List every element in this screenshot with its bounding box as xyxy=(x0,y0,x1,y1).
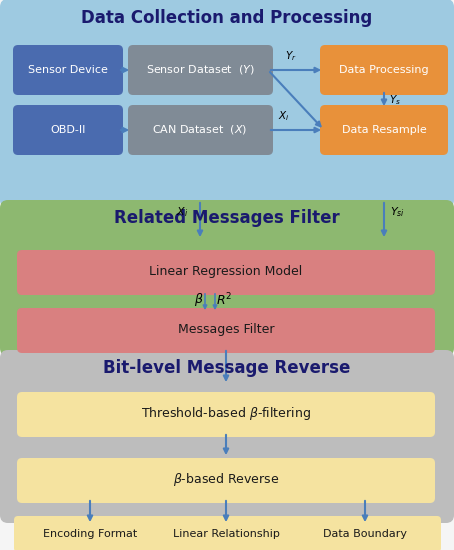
Text: Data Collection and Processing: Data Collection and Processing xyxy=(81,9,373,27)
FancyBboxPatch shape xyxy=(14,516,167,550)
Text: Threshold-based $\beta$-filtering: Threshold-based $\beta$-filtering xyxy=(141,405,311,422)
Text: Data Boundary: Data Boundary xyxy=(323,529,407,539)
Text: Sensor Dataset  ($Y$): Sensor Dataset ($Y$) xyxy=(146,63,254,76)
Text: Data Processing: Data Processing xyxy=(339,65,429,75)
Text: Sensor Device: Sensor Device xyxy=(28,65,108,75)
FancyBboxPatch shape xyxy=(17,392,435,437)
Text: $X_i$: $X_i$ xyxy=(176,205,188,219)
FancyBboxPatch shape xyxy=(13,105,123,155)
FancyBboxPatch shape xyxy=(320,105,448,155)
Text: Related Messages Filter: Related Messages Filter xyxy=(114,209,340,227)
Text: OBD-II: OBD-II xyxy=(50,125,86,135)
FancyBboxPatch shape xyxy=(17,250,435,295)
FancyBboxPatch shape xyxy=(17,458,435,503)
Text: Encoding Format: Encoding Format xyxy=(43,529,137,539)
FancyBboxPatch shape xyxy=(128,105,273,155)
Text: $Y_s$: $Y_s$ xyxy=(389,93,401,107)
Text: $R^2$: $R^2$ xyxy=(216,292,232,309)
Text: $\beta$: $\beta$ xyxy=(194,292,204,309)
Text: Linear Regression Model: Linear Regression Model xyxy=(149,266,303,278)
Text: CAN Dataset  ($X$): CAN Dataset ($X$) xyxy=(153,124,247,136)
FancyBboxPatch shape xyxy=(0,0,454,208)
FancyBboxPatch shape xyxy=(128,45,273,95)
FancyBboxPatch shape xyxy=(144,516,308,550)
FancyBboxPatch shape xyxy=(0,350,454,523)
FancyBboxPatch shape xyxy=(320,45,448,95)
Text: $\beta$-based Reverse: $\beta$-based Reverse xyxy=(173,471,279,488)
Text: Linear Relationship: Linear Relationship xyxy=(173,529,280,539)
Text: Data Resample: Data Resample xyxy=(341,125,426,135)
Text: Bit-level Message Reverse: Bit-level Message Reverse xyxy=(104,359,350,377)
Text: $Y_{si}$: $Y_{si}$ xyxy=(390,205,405,219)
Text: $Y_r$: $Y_r$ xyxy=(285,49,297,63)
FancyBboxPatch shape xyxy=(0,200,454,356)
Text: Messages Filter: Messages Filter xyxy=(178,323,274,337)
FancyBboxPatch shape xyxy=(17,308,435,353)
FancyBboxPatch shape xyxy=(288,516,441,550)
FancyBboxPatch shape xyxy=(13,45,123,95)
Text: $X_i$: $X_i$ xyxy=(278,109,290,123)
